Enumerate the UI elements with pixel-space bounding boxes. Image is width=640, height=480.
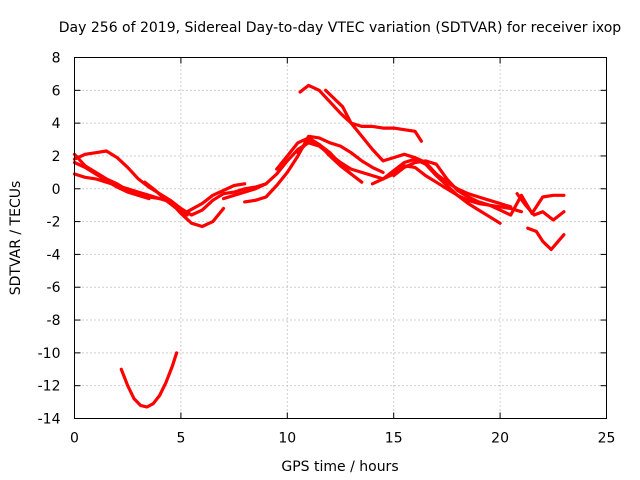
x-tick-label: 20 <box>491 431 509 447</box>
series-trace-10 <box>296 139 364 184</box>
series-trace-12 <box>324 88 513 209</box>
y-tick-label: 2 <box>52 149 61 165</box>
y-tick-label: -6 <box>47 280 61 296</box>
series-trace-4 <box>72 152 151 201</box>
series-trace-9 <box>243 134 385 204</box>
series-trace-17 <box>526 226 566 252</box>
data-series <box>72 83 566 409</box>
series-trace-14 <box>392 159 513 217</box>
x-axis-label: GPS time / hours <box>281 459 398 475</box>
series-trace-6 <box>185 182 247 214</box>
y-tick-label: -10 <box>38 346 61 362</box>
series-trace-16 <box>515 192 566 222</box>
plot-frame <box>74 57 607 419</box>
y-tick-label: 4 <box>52 116 61 132</box>
y-tick-label: -4 <box>47 247 61 263</box>
y-tick-label: -2 <box>47 215 61 231</box>
x-tick-label: 15 <box>385 431 403 447</box>
y-tick-label: -12 <box>38 379 61 395</box>
series-trace-11 <box>298 83 423 143</box>
series-trace-7 <box>221 141 524 214</box>
y-tick-label: 0 <box>52 182 61 198</box>
y-tick-label: -14 <box>38 412 61 428</box>
x-tick-label: 25 <box>598 431 616 447</box>
axis-ticks: 0 5 10 15 20 25 -14 -12 -10 -8 -6 -4 -2 0 2 4 6 8 <box>38 51 616 447</box>
chart-title: Day 256 of 2019, Sidereal Day-to-day VTE… <box>59 20 622 36</box>
x-tick-label: 10 <box>278 431 296 447</box>
x-tick-label: 5 <box>176 431 185 447</box>
y-tick-label: 8 <box>52 51 61 67</box>
y-tick-label: 6 <box>52 83 61 99</box>
series-trace-5 <box>143 180 189 217</box>
y-axis-label: SDTVAR / TECUs <box>8 181 24 296</box>
y-tick-label: -8 <box>47 313 61 329</box>
series-trace-13 <box>370 157 502 225</box>
series-trace-18 <box>119 351 179 409</box>
x-tick-label: 0 <box>70 431 79 447</box>
